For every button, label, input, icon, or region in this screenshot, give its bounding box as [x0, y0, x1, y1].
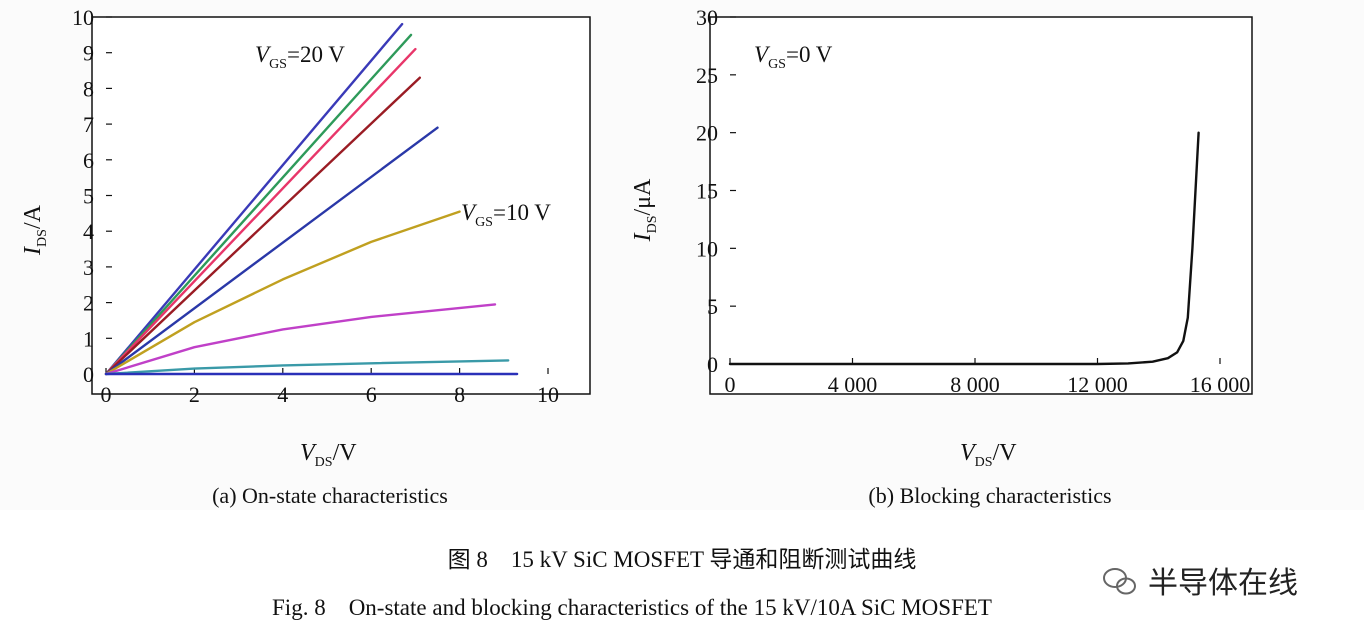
x-tick-label: 4 — [277, 382, 288, 407]
panel-a-y-axis-label: IDS/A — [20, 204, 50, 256]
chart1-series-line-2 — [104, 33, 413, 376]
x-tick-label: 12 000 — [1067, 372, 1128, 397]
chart1-series-line-1 — [104, 22, 404, 376]
y-tick-label: 0 — [83, 362, 94, 387]
x-tick-label: 10 — [537, 382, 559, 407]
y-tick-label: 1 — [83, 326, 94, 351]
y-tick-label: 8 — [83, 76, 94, 101]
panel-a-ticks: 0 2 4 6 8 10 0 1 2 3 4 5 6 7 8 9 10 — [72, 5, 559, 407]
x-tick-label: 0 — [725, 372, 736, 397]
panel-a-series — [104, 22, 519, 376]
y-tick-label: 3 — [83, 255, 94, 280]
panel-b-subtitle: (b) Blocking characteristics — [868, 483, 1111, 508]
caption-english: Fig. 8 On-state and blocking characteris… — [272, 595, 992, 620]
panel-b-frame — [709, 16, 1253, 395]
wechat-icon — [1103, 568, 1136, 595]
chart1-series-line-5 — [104, 126, 439, 376]
panel-a-frame — [91, 16, 591, 395]
chart1-series-line-8 — [104, 359, 510, 376]
panel-b-annotation-vgs0: VGS=0 V — [754, 42, 833, 72]
chart1-series-line-3 — [104, 47, 417, 376]
panel-b-ticks: 0 4 000 8 000 12 000 16 000 0 5 10 15 20 25 30 — [696, 5, 1250, 397]
panel-b-x-axis-label: VDS/V — [960, 440, 1017, 470]
chart2-series-line-1 — [728, 131, 1200, 366]
y-tick-label: 5 — [83, 184, 94, 209]
y-tick-label: 4 — [83, 219, 94, 244]
x-tick-label: 16 000 — [1190, 372, 1251, 397]
y-tick-label: 6 — [83, 148, 94, 173]
y-tick-label: 30 — [696, 5, 718, 30]
panel-a-annotation-vgs20: VGS=20 V — [255, 42, 345, 72]
y-tick-label: 15 — [696, 179, 718, 204]
chart1-series-line-6 — [104, 210, 461, 376]
y-tick-label: 10 — [696, 236, 718, 261]
panel-a-annotation-vgs10: VGS=10 V — [461, 200, 551, 230]
y-tick-label: 20 — [696, 121, 718, 146]
panel-a-subtitle: (a) On-state characteristics — [212, 483, 448, 508]
chart1-series-line-4 — [104, 76, 421, 376]
x-tick-label: 2 — [189, 382, 200, 407]
y-tick-label: 7 — [83, 112, 94, 137]
x-tick-label: 6 — [366, 382, 377, 407]
y-tick-label: 5 — [707, 294, 718, 319]
panel-a-chart: 0 2 4 6 8 10 0 1 2 3 4 5 6 7 8 9 10 VGS=20 V VGS=10 V VD… — [20, 5, 591, 508]
y-tick-label: 9 — [83, 41, 94, 66]
y-tick-label: 0 — [707, 352, 718, 377]
x-tick-label: 0 — [101, 382, 112, 407]
x-tick-label: 4 000 — [828, 372, 878, 397]
y-tick-label: 10 — [72, 5, 94, 30]
chart1-series-line-7 — [104, 303, 497, 376]
watermark-text: 半导体在线 — [1148, 566, 1298, 601]
caption-chinese: 图 8 15 kV SiC MOSFET 导通和阻断测试曲线 — [447, 547, 917, 572]
x-tick-label: 8 — [454, 382, 465, 407]
panel-b-series — [728, 131, 1200, 366]
x-tick-label: 8 000 — [950, 372, 1000, 397]
y-tick-label: 25 — [696, 63, 718, 88]
panel-b-y-axis-label: IDS/μA — [630, 178, 660, 242]
panel-b-chart: 0 4 000 8 000 12 000 16 000 0 5 10 15 20 25 30 VGS=… — [630, 5, 1253, 508]
y-tick-label: 2 — [83, 291, 94, 316]
panel-a-x-axis-label: VDS/V — [300, 440, 357, 470]
